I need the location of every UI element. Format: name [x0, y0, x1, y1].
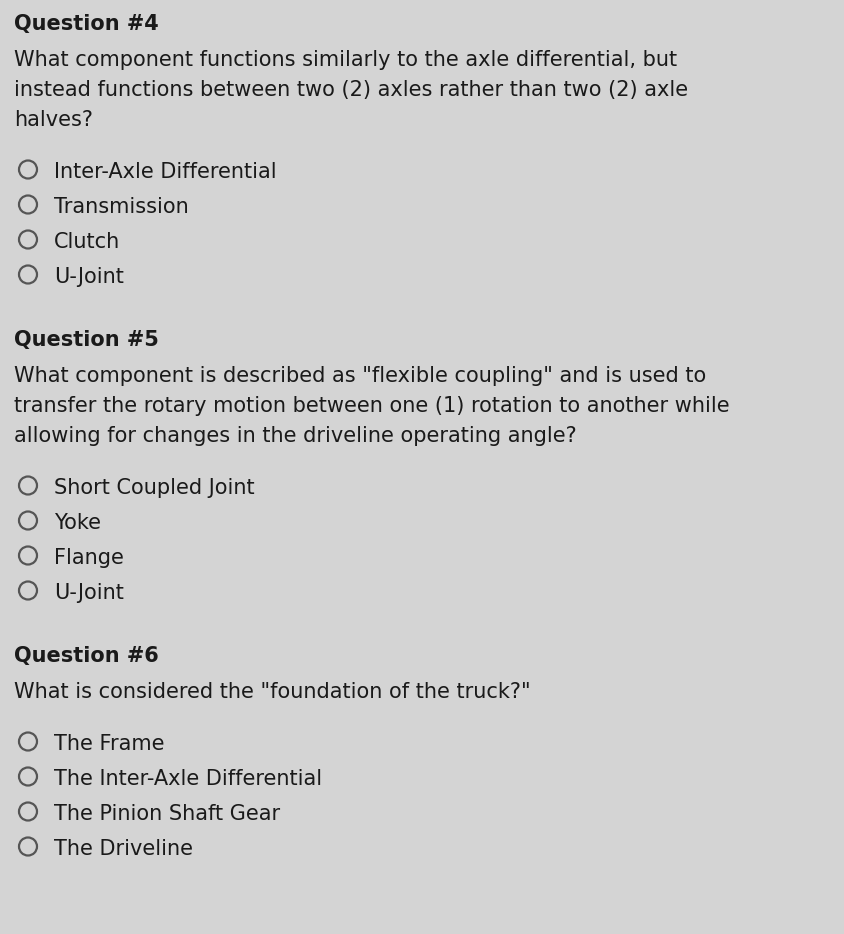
Circle shape	[19, 838, 37, 856]
Text: Clutch: Clutch	[54, 232, 120, 252]
Circle shape	[19, 732, 37, 751]
Circle shape	[19, 768, 37, 785]
Text: U-Joint: U-Joint	[54, 583, 124, 603]
Circle shape	[19, 231, 37, 248]
Text: Short Coupled Joint: Short Coupled Joint	[54, 478, 254, 498]
Circle shape	[19, 546, 37, 564]
Circle shape	[19, 582, 37, 600]
Text: halves?: halves?	[14, 110, 93, 130]
Text: Question #5: Question #5	[14, 330, 159, 350]
Text: Yoke: Yoke	[54, 513, 101, 533]
Text: The Pinion Shaft Gear: The Pinion Shaft Gear	[54, 804, 280, 824]
Text: U-Joint: U-Joint	[54, 267, 124, 287]
Text: instead functions between two (2) axles rather than two (2) axle: instead functions between two (2) axles …	[14, 80, 687, 100]
Text: Transmission: Transmission	[54, 197, 188, 217]
Text: What component functions similarly to the axle differential, but: What component functions similarly to th…	[14, 50, 676, 70]
Text: The Frame: The Frame	[54, 734, 165, 754]
Text: Question #6: Question #6	[14, 646, 159, 666]
Circle shape	[19, 161, 37, 178]
Text: Inter-Axle Differential: Inter-Axle Differential	[54, 162, 276, 182]
Circle shape	[19, 476, 37, 494]
Text: Question #4: Question #4	[14, 14, 159, 34]
Circle shape	[19, 802, 37, 820]
Text: The Inter-Axle Differential: The Inter-Axle Differential	[54, 769, 322, 789]
Text: What is considered the "foundation of the truck?": What is considered the "foundation of th…	[14, 682, 530, 702]
Circle shape	[19, 265, 37, 284]
Text: What component is described as "flexible coupling" and is used to: What component is described as "flexible…	[14, 366, 706, 386]
Text: transfer the rotary motion between one (1) rotation to another while: transfer the rotary motion between one (…	[14, 396, 728, 416]
Text: The Driveline: The Driveline	[54, 839, 192, 859]
Circle shape	[19, 195, 37, 214]
Text: allowing for changes in the driveline operating angle?: allowing for changes in the driveline op…	[14, 426, 576, 446]
Text: Flange: Flange	[54, 548, 124, 568]
Circle shape	[19, 512, 37, 530]
